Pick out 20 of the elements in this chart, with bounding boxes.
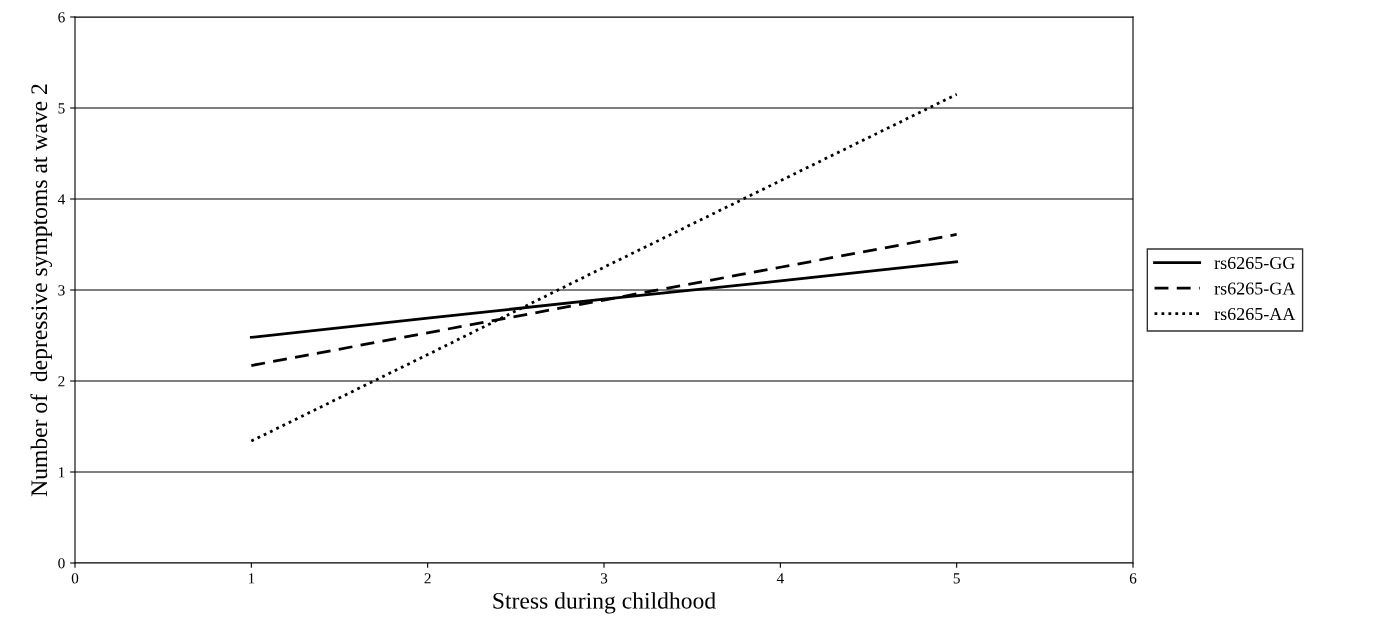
- x-tick-label: 5: [953, 573, 960, 584]
- x-axis-title: Stress during childhood: [493, 592, 716, 614]
- y-tick-label: 2: [58, 376, 65, 387]
- y-tick-label: 1: [58, 467, 65, 478]
- y-axis-title: Number of depressive symptoms at wave 2: [30, 84, 53, 497]
- legend-label: rs6265-GG: [1214, 256, 1295, 270]
- x-tick-label: 6: [1129, 573, 1137, 584]
- x-tick-label: 3: [600, 573, 608, 584]
- x-tick-label: 0: [71, 573, 79, 584]
- x-tick-label: 4: [776, 573, 784, 584]
- legend-label: rs6265-AA: [1214, 307, 1296, 321]
- x-tick-label: 2: [424, 573, 431, 584]
- y-tick-label: 0: [58, 558, 65, 569]
- line-series: [249, 92, 959, 443]
- x-tick-label: 1: [248, 573, 255, 584]
- y-tick-label: 6: [58, 12, 65, 23]
- y-tick-label: 4: [57, 194, 66, 205]
- y-tick-label: 5: [58, 103, 65, 114]
- legend-label: rs6265-GA: [1214, 282, 1296, 295]
- y-tick-label: 3: [58, 285, 65, 296]
